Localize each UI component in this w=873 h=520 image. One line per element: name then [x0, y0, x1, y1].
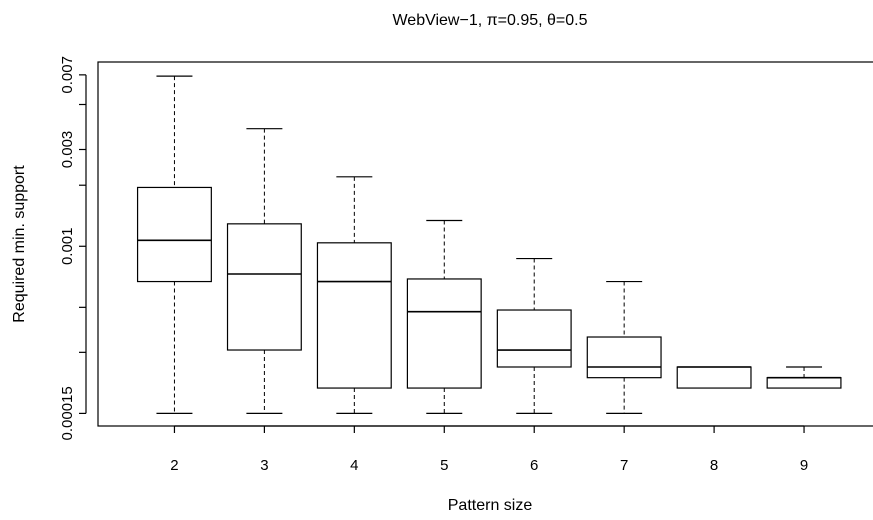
y-tick-label: 0.007 [59, 56, 76, 94]
x-tick-label: 5 [440, 457, 448, 474]
iqr-box [496, 309, 572, 368]
x-axis: 2 3 4 5 6 7 8 9 [170, 425, 808, 474]
y-axis-label: Required min. support [11, 165, 28, 323]
x-tick-label: 8 [710, 457, 718, 474]
box-2 [136, 75, 212, 414]
x-axis-label: Pattern size [448, 497, 533, 514]
x-tick-label: 9 [800, 457, 808, 474]
box-8 [676, 366, 752, 389]
x-tick-label: 3 [260, 457, 268, 474]
iqr-box [766, 377, 842, 389]
box-plots [136, 75, 842, 414]
box-9 [766, 366, 842, 389]
chart-title: WebView−1, π=0.95, θ=0.5 [392, 12, 587, 29]
x-tick-label: 6 [530, 457, 538, 474]
x-tick-label: 7 [620, 457, 628, 474]
box-3 [226, 128, 302, 414]
plot-frame [97, 61, 873, 427]
iqr-box [136, 186, 212, 283]
x-tick-label: 2 [170, 457, 178, 474]
y-axis: 0.00015 0.001 0.003 0.007 [59, 56, 87, 441]
box-4 [316, 176, 392, 414]
y-tick-label: 0.001 [59, 228, 76, 266]
x-tick-label: 4 [350, 457, 358, 474]
box-6 [496, 257, 572, 414]
iqr-box [586, 336, 662, 379]
iqr-box [226, 223, 302, 351]
iqr-box [406, 278, 482, 389]
y-tick-label: 0.003 [59, 131, 76, 169]
iqr-box [316, 242, 392, 389]
box-7 [586, 280, 662, 414]
y-tick-label: 0.00015 [59, 386, 76, 440]
iqr-box [676, 366, 752, 389]
box-5 [406, 219, 482, 414]
